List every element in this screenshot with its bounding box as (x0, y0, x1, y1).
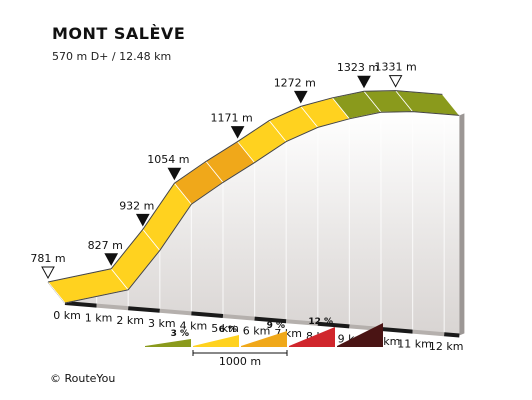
elevation-marker (295, 91, 307, 102)
km-tick-label: 11 km (397, 338, 432, 351)
elevation-marker-label: 1323 m (337, 61, 379, 74)
elevation-marker-label: 827 m (88, 239, 123, 252)
scale-bar-label: 1000 m (219, 355, 261, 368)
elevation-marker (168, 168, 180, 179)
base-edge-segment (191, 313, 223, 316)
base-edge-segment (160, 311, 192, 314)
elevation-marker-label: 781 m (30, 252, 65, 265)
base-edge-segment (413, 332, 445, 335)
legend-label: 3 % (171, 329, 189, 339)
km-tick-label: 0 km (53, 309, 81, 322)
base-edge-segment (65, 303, 97, 306)
elevation-marker-label: 932 m (119, 199, 154, 212)
profile-right-cap (459, 113, 464, 335)
km-tick-label: 1 km (85, 312, 113, 325)
legend-label: 12 % (308, 317, 333, 327)
base-edge-segment (223, 316, 255, 319)
km-tick-label: 2 km (116, 314, 144, 327)
elevation-marker (390, 76, 402, 87)
copyright-label: © RouteYou (50, 372, 115, 385)
base-edge-segment (128, 308, 160, 311)
elevation-marker-label: 1331 m (374, 61, 416, 74)
legend-swatch (145, 339, 191, 347)
base-edge-segment (97, 306, 129, 309)
base-edge-segment (381, 329, 413, 332)
elevation-marker-label: 1054 m (147, 153, 189, 166)
km-tick-label: 12 km (429, 340, 464, 353)
elevation-marker (42, 267, 54, 278)
base-edge-segment (444, 334, 459, 335)
elevation-marker-label: 1171 m (210, 112, 252, 125)
km-tick-label: 3 km (148, 317, 176, 330)
legend-label: 9 % (267, 321, 285, 331)
elevation-marker (358, 76, 370, 87)
legend-swatch (193, 335, 239, 347)
elevation-marker (232, 127, 244, 138)
legend-label: 6 % (219, 325, 237, 335)
elevation-marker-label: 1272 m (274, 76, 316, 89)
